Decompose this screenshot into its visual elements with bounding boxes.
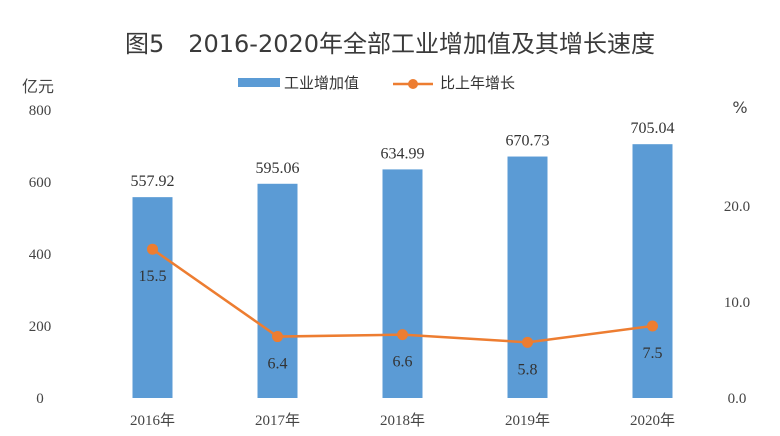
legend-bar-label: 工业增加值 — [284, 74, 359, 92]
bar-series — [132, 144, 673, 398]
line-value-label: 7.5 — [643, 345, 663, 362]
line-marker — [397, 329, 408, 341]
right-axis-unit: % — [732, 98, 747, 117]
left-tick-label: 200 — [29, 319, 52, 335]
x-tick-label: 2019年 — [505, 412, 550, 429]
bar — [632, 144, 673, 398]
right-tick-label: 0.0 — [728, 391, 747, 407]
line-value-label: 6.6 — [393, 354, 413, 371]
bar — [132, 197, 173, 398]
line-marker — [647, 320, 658, 332]
left-tick-label: 800 — [29, 103, 52, 119]
line-marker — [272, 331, 283, 343]
bar — [507, 156, 548, 398]
bar — [382, 169, 423, 398]
bar — [257, 183, 298, 398]
line-marker — [522, 336, 533, 348]
x-tick-label: 2017年 — [255, 412, 300, 429]
line-value-label: 5.8 — [518, 361, 538, 378]
bar-value-label: 595.06 — [256, 160, 300, 177]
x-axis-ticks: 2016年 2017年 2018年 2019年 2020年 — [130, 412, 675, 429]
x-tick-label: 2020年 — [630, 412, 675, 429]
bar-value-label: 705.04 — [631, 120, 675, 137]
left-tick-label: 400 — [29, 247, 52, 263]
bar-value-label: 670.73 — [506, 133, 550, 150]
left-tick-label: 0 — [36, 391, 44, 407]
line-value-label: 15.5 — [139, 268, 167, 285]
left-axis-unit: 亿元 — [22, 77, 54, 96]
chart-title: 图5 2016-2020年全部工业增加值及其增长速度 — [125, 30, 655, 58]
line-series — [147, 243, 658, 348]
left-tick-label: 600 — [29, 175, 52, 191]
legend-bar-swatch — [238, 78, 280, 87]
line-value-label: 6.4 — [268, 356, 288, 373]
line-marker — [147, 243, 158, 255]
x-tick-label: 2016年 — [130, 412, 175, 429]
x-tick-label: 2018年 — [380, 412, 425, 429]
bar-value-label: 634.99 — [381, 145, 425, 162]
legend: 工业增加值 比上年增长 — [238, 74, 515, 92]
right-tick-label: 10.0 — [724, 295, 750, 311]
right-axis-ticks: 0.0 10.0 20.0 — [724, 199, 750, 407]
line-value-labels: 15.5 6.4 6.6 5.8 7.5 — [139, 268, 663, 378]
legend-line-label: 比上年增长 — [440, 74, 515, 92]
bar-value-labels: 557.92 595.06 634.99 670.73 705.04 — [131, 120, 675, 190]
legend-line-marker — [408, 79, 418, 89]
bar-value-label: 557.92 — [131, 173, 175, 190]
left-axis-ticks: 0 200 400 600 800 — [29, 103, 52, 407]
right-tick-label: 20.0 — [724, 199, 750, 215]
